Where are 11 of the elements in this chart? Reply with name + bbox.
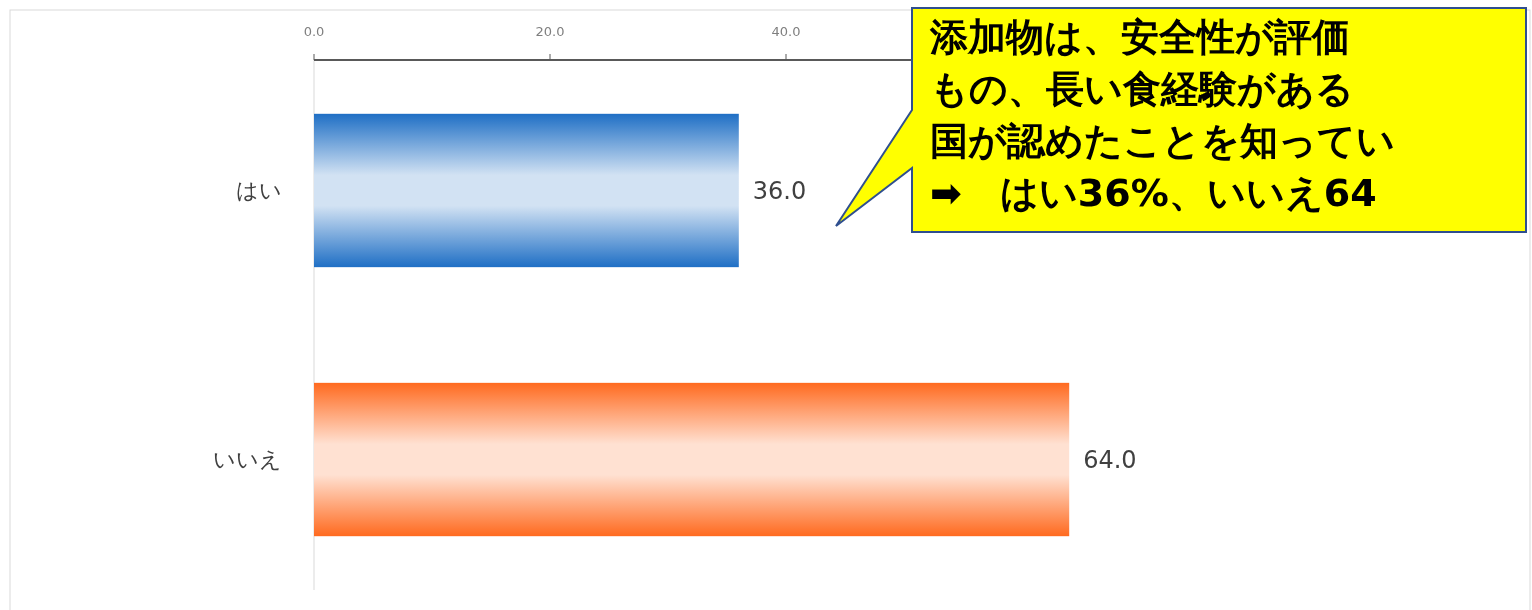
x-tick-label: 20.0 (535, 24, 565, 39)
annotation: もの、長い食経験がある (930, 67, 1354, 111)
y-tick-label: はい (236, 178, 282, 204)
annotation: ➡ はい36%、いいえ64 (930, 171, 1377, 215)
x-tick-label: 40.0 (771, 24, 801, 39)
annotation: 国が認めたことを知ってい (930, 119, 1395, 163)
text: 添加物は、安全性が評価 (929, 15, 1350, 59)
x-tick-label: 0.0 (303, 24, 325, 39)
data-label: 36.0 (752, 176, 807, 205)
data-label: 64.0 (1083, 445, 1137, 474)
y-tick-label: いいえ (213, 447, 282, 473)
